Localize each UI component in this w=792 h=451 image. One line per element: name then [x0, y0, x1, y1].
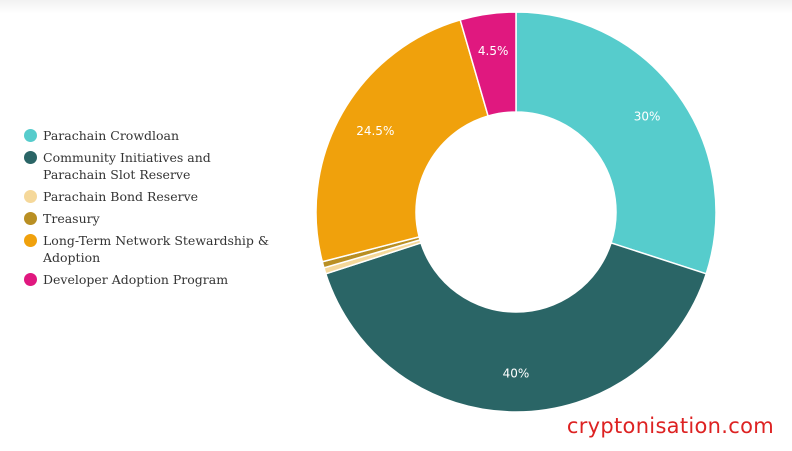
legend-label: Long-Term Network Stewardship & Adoption	[43, 233, 270, 265]
legend-item[interactable]: Parachain Crowdloan	[24, 127, 274, 144]
legend-label: Community Initiatives and Parachain Slot…	[43, 150, 211, 182]
slice-value-label: 30%	[634, 109, 661, 123]
pie-slice[interactable]	[459, 11, 517, 117]
legend-swatch-icon	[24, 151, 37, 164]
legend-label: Treasury	[43, 211, 100, 226]
legend-item[interactable]: Developer Adoption Program	[24, 271, 274, 288]
pie-slice[interactable]	[515, 11, 717, 275]
legend-label: Parachain Crowdloan	[43, 128, 180, 143]
pie-slice[interactable]	[324, 241, 708, 413]
legend-swatch-icon	[24, 212, 37, 225]
slice-value-label: 4.5%	[478, 44, 509, 58]
legend-swatch-icon	[24, 273, 37, 286]
chart-legend: Parachain Crowdloan Community Initiatives…	[24, 127, 274, 293]
legend-item[interactable]: Long-Term Network Stewardship & Adoption	[24, 232, 274, 266]
legend-swatch-icon	[24, 234, 37, 247]
legend-item[interactable]: Treasury	[24, 210, 274, 227]
pie-slice[interactable]	[315, 19, 490, 263]
legend-label: Parachain Bond Reserve	[43, 189, 199, 204]
legend-swatch-icon	[24, 190, 37, 203]
legend-item[interactable]: Community Initiatives and Parachain Slot…	[24, 149, 274, 183]
watermark: cryptonisation.com	[566, 414, 774, 438]
legend-swatch-icon	[24, 129, 37, 142]
legend-item[interactable]: Parachain Bond Reserve	[24, 188, 274, 205]
slice-value-label: 40%	[503, 367, 530, 381]
slice-value-label: 24.5%	[356, 124, 394, 138]
top-shade	[0, 0, 792, 14]
legend-label: Developer Adoption Program	[43, 272, 229, 287]
